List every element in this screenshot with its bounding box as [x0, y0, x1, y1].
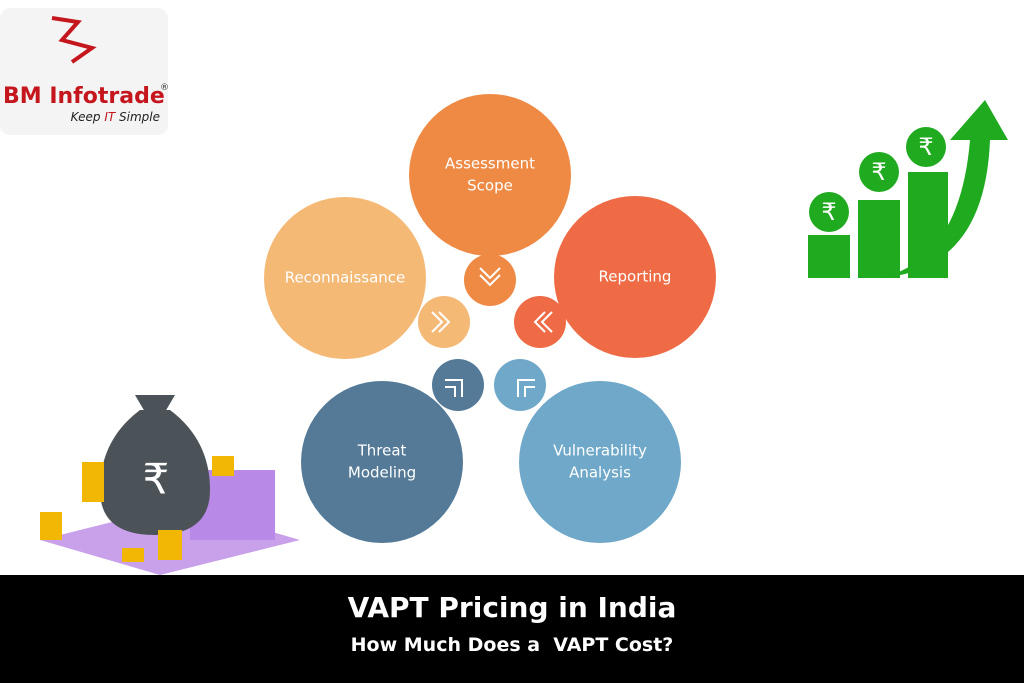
chevron	[431, 311, 451, 333]
logo-mark	[51, 16, 97, 64]
node-circle	[519, 381, 681, 543]
node-label: Reconnaissance	[285, 269, 406, 287]
logo-registered: ®	[160, 83, 169, 93]
chevron	[517, 379, 535, 397]
banner: BM Infotrade ® Keep IT Simple Assessment…	[0, 8, 1008, 575]
node-circle	[264, 197, 426, 359]
node-label: Scope	[467, 177, 513, 195]
connector-circle	[514, 296, 566, 348]
footer-subtitle: How Much Does a VAPT Cost?	[350, 634, 674, 656]
rupee-icon: ₹	[871, 158, 886, 186]
tagline-part: Keep	[71, 110, 101, 124]
rupee-icon: ₹	[918, 133, 933, 161]
connector-circle	[418, 296, 470, 348]
logo-tagline: Keep IT Simple	[71, 110, 160, 124]
money-illustration: ₹	[40, 395, 300, 575]
tagline-part: Simple	[119, 110, 160, 124]
tagline-part: IT	[104, 110, 117, 124]
connector-circle	[432, 359, 484, 411]
chevron	[445, 379, 463, 397]
node-label: Modeling	[348, 464, 416, 482]
node-label: Analysis	[569, 464, 631, 482]
rupee-icon: ₹	[821, 198, 836, 226]
node-label: Threat	[357, 442, 407, 460]
node-label: Reporting	[599, 268, 672, 286]
node-label: Vulnerability	[553, 442, 647, 460]
node-circle	[301, 381, 463, 543]
chevron	[533, 311, 553, 333]
footer-title: VAPT Pricing in India	[347, 591, 677, 624]
logo-box	[0, 8, 168, 135]
node-circle	[554, 196, 716, 358]
chevron	[479, 267, 501, 287]
connector-circle	[494, 359, 546, 411]
connector-circle	[464, 254, 516, 306]
diagram: Assessment Scope Reporting Vulnerability Ana…	[264, 94, 716, 543]
logo-name: BM Infotrade	[3, 84, 165, 109]
footer: VAPT Pricing in India How Much Does a VA…	[0, 575, 1024, 683]
node-circle	[409, 94, 571, 256]
rupee-icon: ₹	[143, 455, 170, 504]
node-label: Assessment	[445, 155, 535, 173]
growth-icon: ₹ ₹ ₹	[808, 100, 1008, 278]
